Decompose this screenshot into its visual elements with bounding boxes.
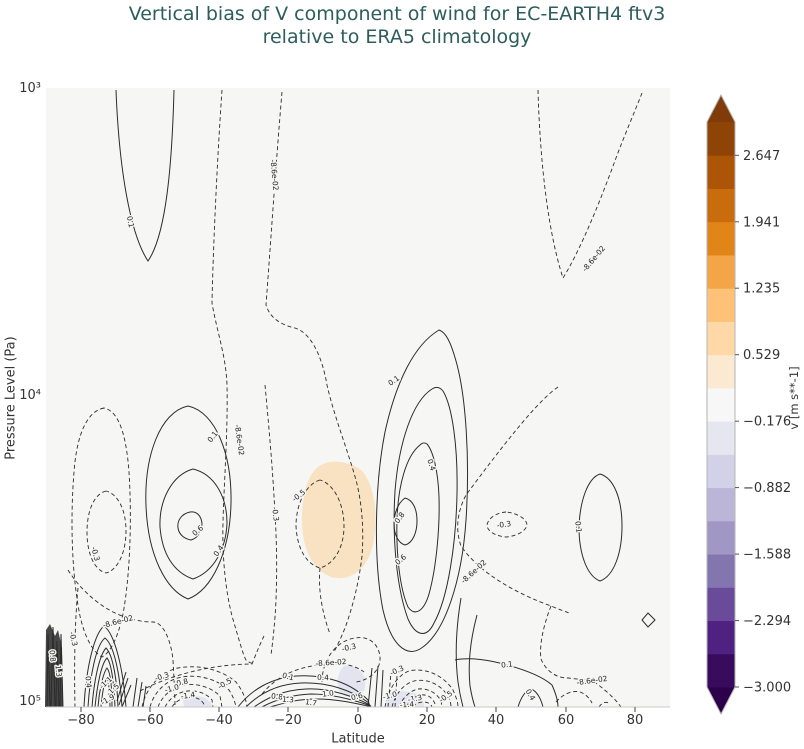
y-axis-ticks: 10³ 10⁴ 10⁵ [19,81,41,709]
chart-title-line1: Vertical bias of V component of wind for… [128,3,666,25]
contour-lines-solid [46,89,656,708]
positive-fill-patch [301,461,376,579]
x-tick-label: 40 [488,713,505,728]
colorbar-segment [707,520,735,555]
colorbar-tick-label: 1.941 [743,215,780,230]
contour-value-label: -1.3 [407,693,423,704]
contour-value-label: -1.4 [180,690,196,701]
negative-fill-patch [183,696,212,707]
colorbar-tick-label: −0.176 [743,415,791,430]
y-tick-label: 10⁴ [19,388,41,403]
colorbar-segment [707,288,735,322]
colorbar-tick-label: −2.294 [743,614,791,629]
x-tick-label: 0 [354,713,362,728]
contour-value-label: -1.4 [399,699,414,709]
colorbar-tick-label: 0.529 [743,348,780,363]
x-tick-label: −60 [136,713,163,728]
contour-lines-dashed [67,89,643,708]
colorbar-segment [707,487,735,522]
colorbar-extend-bottom [707,687,735,714]
colorbar-tick-label: 1.235 [743,282,780,297]
colorbar-segment [707,321,735,356]
colorbar-tick-label: −0.882 [743,481,791,496]
colorbar-segment [707,620,735,655]
contour-value-label: 0.1 [125,215,136,229]
colorbar-segment [707,587,735,622]
colorbar-segment [707,221,735,256]
colorbar-segment [707,387,735,422]
x-tick-label: 80 [627,713,644,728]
colorbar-segment [707,421,735,455]
colorbar-segment [707,653,735,688]
contour-value-label: 0.8 [48,650,58,663]
colorbar-segment [707,155,735,189]
y-tick-label: 10⁵ [19,694,41,709]
colorbar-tick-label: 2.647 [743,149,780,164]
contour-value-label: 1.7 [305,697,318,708]
colorbar-tick-label: −1.588 [743,548,791,563]
plot-area [46,88,670,707]
x-axis-ticks: −80 −60 −40 −20 0 20 40 60 80 [67,707,643,728]
colorbar-segment [707,354,735,389]
contour-value-label: 0.1 [573,521,583,534]
contour-value-label: 0.4 [317,673,329,682]
x-tick-label: 60 [558,713,575,728]
contour-value-label: 0.8 [271,691,284,701]
x-tick-label: 20 [419,713,436,728]
x-axis-label: Latitude [331,731,385,747]
colorbar-segment [707,454,735,489]
contour-value-label: 0.4 [84,676,94,689]
colorbar: 2.647 1.941 1.235 0.529 −0.176 −0.882 −1.588 −2… [706,93,791,716]
y-tick-label: 10³ [19,81,41,96]
x-tick-label: −80 [67,713,94,728]
x-tick-label: −20 [274,713,301,728]
colorbar-segment [707,122,735,156]
contour-value-label: 1.3 [54,665,64,678]
contour-value-label: -8.6e-02 [269,159,281,191]
contour-value-label: 1.3 [282,695,295,705]
chart-title: Vertical bias of V component of wind for… [0,3,794,49]
contour-value-label: 1.0 [321,688,334,699]
colorbar-tick-label: −3.000 [743,681,791,696]
colorbar-outline [706,93,736,716]
colorbar-segment [707,254,735,289]
colorbar-segment [707,554,735,588]
contour-value-label: 0.1 [500,659,513,670]
colorbar-segment [707,188,735,223]
colorbar-extend-top [707,95,735,122]
contour-value-label: -0.3 [496,519,512,530]
contour-value-label: -0.3 [270,506,281,522]
contour-value-label: -8.6e-02 [315,657,347,668]
x-tick-label: −40 [205,713,232,728]
chart-title-line2: relative to ERA5 climatology [262,26,532,48]
